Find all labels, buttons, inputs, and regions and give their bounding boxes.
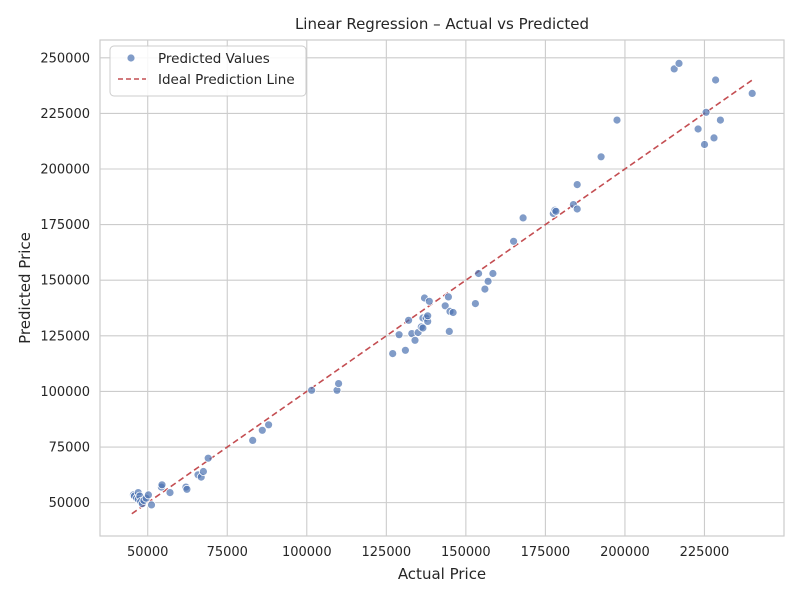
scatter-point [424,296,434,306]
scatter-point [157,480,167,490]
scatter-point [448,308,458,317]
scatter-point [182,484,192,494]
scatter-point [700,140,709,149]
y-tick-labels: 50000 75000 100000 125000 150000 175000 200000… [40,51,90,511]
scatter-point [264,420,274,430]
scatter-point [443,292,453,302]
y-tick-label: 75000 [49,441,90,456]
y-tick-label: 250000 [40,51,90,66]
x-tick-label: 175000 [521,545,571,560]
x-tick-label: 150000 [441,545,491,560]
scatter-point [444,326,454,336]
plot-frame [99,39,785,537]
scatter-point [198,467,208,476]
scatter-point [572,180,582,190]
legend-point-marker [126,53,136,63]
scatter-point [488,269,498,278]
scatter-point [143,490,153,500]
scatter-point [248,435,258,445]
scatter-point [716,115,725,125]
grid-lines [100,40,784,536]
scatter-point [480,284,490,294]
scatter-point [404,315,414,325]
scatter-point [711,75,720,85]
scatter-point [747,89,757,98]
legend: Predicted Values Ideal Prediction Line [109,45,307,97]
scatter-point [483,276,493,286]
x-tick-labels: 50000 75000 100000 125000 150000 175000 200000… [127,545,729,560]
x-tick-label: 125000 [362,545,412,560]
scatter-point [701,107,711,117]
ideal-line-layer [131,79,753,515]
scatter-point [394,330,404,340]
legend-label-predicted-values: Predicted Values [158,51,270,67]
scatter-point [423,311,433,321]
scatter-point [410,335,420,345]
scatter-points [128,59,757,510]
y-tick-label: 50000 [49,496,90,511]
scatter-point [307,385,317,395]
scatter-point [474,269,484,278]
scatter-point [203,453,213,463]
scatter-point [418,323,428,333]
scatter-point [612,115,622,125]
scatter-point [165,488,175,498]
scatter-point [509,236,518,246]
y-tick-label: 125000 [40,329,90,344]
scatter-point [400,345,410,355]
scatter-point [674,59,684,68]
scatter-point [693,124,703,134]
scatter-point [518,213,528,223]
x-tick-label: 50000 [127,545,168,560]
scatter-point [669,64,679,74]
chart-title: Linear Regression – Actual vs Predicted [295,15,589,33]
y-tick-label: 175000 [40,218,90,233]
scatter-point [572,204,582,214]
x-tick-label: 225000 [680,545,730,560]
x-tick-label: 100000 [282,545,332,560]
ideal-prediction-line [131,79,753,515]
y-tick-label: 225000 [40,107,90,122]
scatter-point [388,349,398,359]
legend-label-ideal-line: Ideal Prediction Line [158,72,295,88]
legend-box [109,45,307,97]
y-tick-label: 200000 [40,163,90,178]
y-tick-label: 150000 [40,274,90,289]
scatter-point [709,133,719,143]
scatter-point [334,379,344,389]
x-tick-label: 75000 [207,545,248,560]
scatter-point [147,500,156,510]
scatter-point [257,425,267,435]
scatter-point [470,299,480,309]
scatter-point [551,206,561,216]
x-tick-label: 200000 [600,545,650,560]
y-tick-label: 100000 [40,385,90,400]
scatter-point [596,152,606,162]
y-axis-title: Predicted Price [16,232,34,344]
x-axis-title: Actual Price [398,565,486,583]
scatter-point [440,301,450,311]
